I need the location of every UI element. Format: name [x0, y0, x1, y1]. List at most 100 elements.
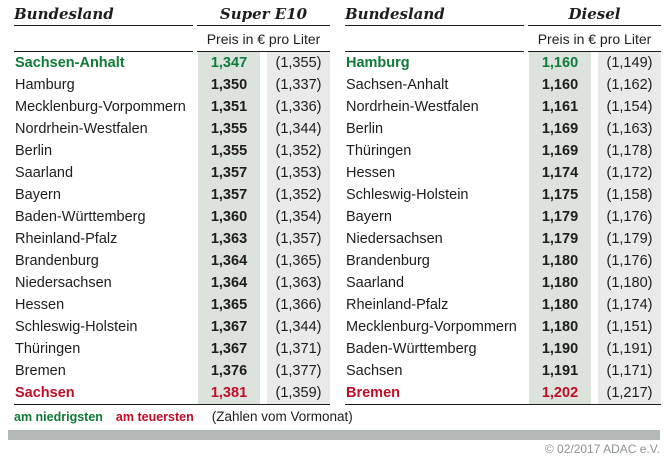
price-value: 1,364: [198, 272, 260, 294]
prev-month-value: (1,163): [598, 118, 661, 140]
prev-month-value: (1,154): [598, 96, 661, 118]
price-value: 1,169: [529, 140, 591, 162]
prev-month-value: (1,158): [598, 184, 661, 206]
table-row: Baden-Württemberg 1,190 (1,191): [345, 338, 661, 360]
prev-month-value: (1,180): [598, 272, 661, 294]
prev-month-value: (1,377): [267, 360, 330, 382]
table-row: Sachsen-Anhalt 1,347 (1,355): [14, 52, 330, 74]
table-row: Baden-Württemberg 1,360 (1,354): [14, 206, 330, 228]
price-value: 1,190: [529, 338, 591, 360]
state-name: Bremen: [15, 363, 66, 379]
state-name: Bayern: [15, 187, 61, 203]
table-header-row: Bundesland Super E10: [14, 5, 330, 26]
prev-month-value: (1,352): [267, 140, 330, 162]
state-name: Niedersachsen: [346, 231, 443, 247]
prev-month-value: (1,355): [267, 52, 330, 74]
state-name: Baden-Württemberg: [346, 341, 477, 357]
state-name: Rheinland-Pfalz: [15, 231, 118, 247]
header-cell-bundesland: Bundesland: [14, 5, 193, 26]
prev-month-value: (1,151): [598, 316, 661, 338]
column-header-fuel-type: Super E10: [219, 5, 308, 23]
state-name: Saarland: [15, 165, 74, 181]
state-name: Mecklenburg-Vorpommern: [15, 99, 186, 115]
price-value: 1,355: [198, 140, 260, 162]
table-row: Rheinland-Pfalz 1,180 (1,174): [345, 294, 661, 316]
price-value: 1,180: [529, 294, 591, 316]
table-row: Bremen 1,202 (1,217): [345, 382, 661, 404]
price-value: 1,174: [529, 162, 591, 184]
table-row: Mecklenburg-Vorpommern 1,351 (1,336): [14, 96, 330, 118]
state-name: Sachsen: [15, 385, 75, 401]
prev-month-value: (1,176): [598, 206, 661, 228]
prev-month-value: (1,344): [267, 118, 330, 140]
state-name: Saarland: [346, 275, 405, 291]
state-name: Hessen: [15, 297, 65, 313]
prev-month-value: (1,354): [267, 206, 330, 228]
table-row: Nordrhein-Westfalen 1,161 (1,154): [345, 96, 661, 118]
state-name: Schleswig-Holstein: [346, 187, 469, 203]
prev-month-value: (1,217): [598, 382, 661, 404]
price-value: 1,180: [529, 316, 591, 338]
header-cell-fuel: Super E10: [197, 5, 330, 26]
prev-month-value: (1,178): [598, 140, 661, 162]
prev-month-value: (1,149): [598, 52, 661, 74]
price-unit-label: Preis in € pro Liter: [206, 31, 321, 47]
table-row: Schleswig-Holstein 1,175 (1,158): [345, 184, 661, 206]
copyright-text: © 02/2017 ADAC e.V.: [544, 442, 660, 456]
price-value: 1,367: [198, 338, 260, 360]
prev-month-value: (1,359): [267, 382, 330, 404]
table-subheader-row: Preis in € pro Liter: [345, 26, 661, 52]
price-value: 1,180: [529, 250, 591, 272]
footer-bar: [8, 430, 660, 440]
state-name: Sachsen-Anhalt: [15, 55, 125, 71]
header-cell-fuel: Diesel: [528, 5, 661, 26]
table-row: Sachsen 1,381 (1,359): [14, 382, 330, 404]
table-row: Hessen 1,365 (1,366): [14, 294, 330, 316]
state-name: Berlin: [15, 143, 53, 159]
table-subheader-row: Preis in € pro Liter: [14, 26, 330, 52]
prev-month-value: (1,363): [267, 272, 330, 294]
prev-month-value: (1,179): [598, 228, 661, 250]
prev-month-value: (1,357): [267, 228, 330, 250]
price-value: 1,367: [198, 316, 260, 338]
prev-month-value: (1,191): [598, 338, 661, 360]
state-name: Rheinland-Pfalz: [346, 297, 449, 313]
state-name: Schleswig-Holstein: [15, 319, 138, 335]
state-name: Sachsen: [346, 363, 403, 379]
price-value: 1,191: [529, 360, 591, 382]
table-header-row: Bundesland Diesel: [345, 5, 661, 26]
state-name: Sachsen-Anhalt: [346, 77, 449, 93]
table-row: Berlin 1,169 (1,163): [345, 118, 661, 140]
prev-month-value: (1,366): [267, 294, 330, 316]
price-value: 1,357: [198, 184, 260, 206]
prev-month-value: (1,174): [598, 294, 661, 316]
price-value: 1,355: [198, 118, 260, 140]
price-value: 1,180: [529, 272, 591, 294]
prev-month-value: (1,336): [267, 96, 330, 118]
table-row: Thüringen 1,367 (1,371): [14, 338, 330, 360]
price-value: 1,179: [529, 206, 591, 228]
legend-most-expensive-label: am teuersten: [115, 410, 194, 424]
state-name: Berlin: [346, 121, 384, 137]
state-name: Brandenburg: [346, 253, 430, 269]
table-row: Rheinland-Pfalz 1,363 (1,357): [14, 228, 330, 250]
table-row: Schleswig-Holstein 1,367 (1,344): [14, 316, 330, 338]
price-value: 1,363: [198, 228, 260, 250]
state-name: Thüringen: [346, 143, 412, 159]
table-row: Hamburg 1,160 (1,149): [345, 52, 661, 74]
state-name: Nordrhein-Westfalen: [346, 99, 479, 115]
tables-container: Bundesland Super E10 Preis in € pro Lite…: [14, 5, 661, 405]
price-value: 1,179: [529, 228, 591, 250]
state-name: Niedersachsen: [15, 275, 112, 291]
prev-month-value: (1,352): [267, 184, 330, 206]
price-value: 1,381: [198, 382, 260, 404]
price-table-super-e10: Bundesland Super E10 Preis in € pro Lite…: [14, 5, 330, 405]
table-row: Niedersachsen 1,364 (1,363): [14, 272, 330, 294]
price-value: 1,160: [529, 74, 591, 96]
state-name: Bremen: [346, 385, 400, 401]
subheader-cell-unit: Preis in € pro Liter: [197, 26, 330, 52]
price-value: 1,357: [198, 162, 260, 184]
column-header-bundesland: Bundesland: [345, 5, 445, 23]
prev-month-value: (1,371): [267, 338, 330, 360]
